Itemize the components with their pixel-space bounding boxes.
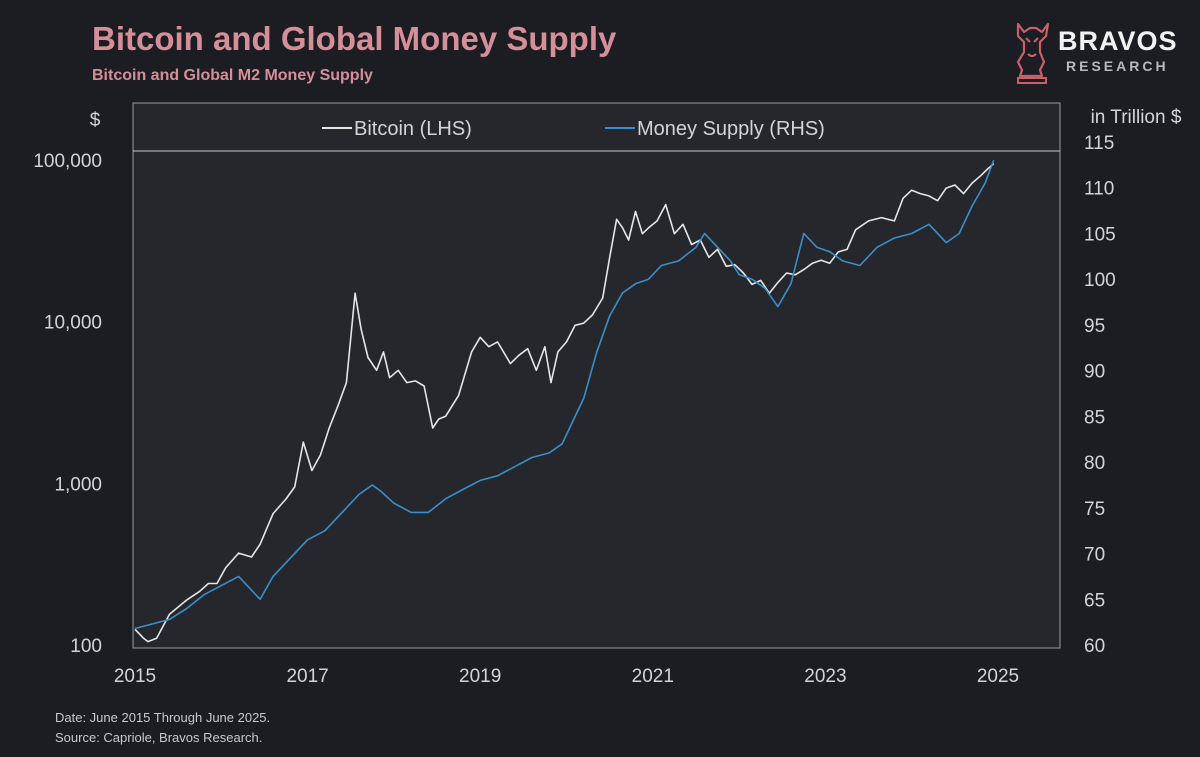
left-tick-label: 10,000 xyxy=(44,313,102,334)
right-tick-label: 115 xyxy=(1084,133,1114,154)
right-tick-label: 90 xyxy=(1084,362,1105,383)
chart-subtitle: Bitcoin and Global M2 Money Supply xyxy=(92,67,373,84)
right-tick-label: 100 xyxy=(1084,270,1116,291)
left-tick-label: 100 xyxy=(70,636,102,657)
chart-title: Bitcoin and Global Money Supply xyxy=(92,20,617,57)
legend-label: Money Supply (RHS) xyxy=(637,118,825,140)
legend: Bitcoin (LHS) Money Supply (RHS) xyxy=(322,118,825,140)
right-tick-label: 110 xyxy=(1084,179,1114,200)
x-tick-label: 2023 xyxy=(804,666,846,687)
plot-area xyxy=(132,102,1061,649)
x-tick-label: 2021 xyxy=(632,666,674,687)
right-tick-label: 60 xyxy=(1084,636,1105,657)
footer-notes: Date: June 2015 Through June 2025. Sourc… xyxy=(55,708,270,748)
right-tick-label: 105 xyxy=(1084,224,1116,245)
left-tick-label: 1,000 xyxy=(54,474,102,495)
legend-label: Bitcoin (LHS) xyxy=(354,118,472,140)
bull-chess-knight-icon xyxy=(1016,22,1050,84)
right-axis-unit: in Trillion $ xyxy=(1091,107,1182,128)
brand-subname: RESEARCH xyxy=(1066,58,1169,74)
brand-logo: BRAVOS RESEARCH xyxy=(1010,18,1190,88)
left-axis-unit: $ xyxy=(90,110,101,131)
source-note: Source: Capriole, Bravos Research. xyxy=(55,730,263,745)
right-tick-label: 85 xyxy=(1084,407,1105,428)
line-chart: Bitcoin (LHS) Money Supply (RHS) 100 1,000… xyxy=(33,102,1182,687)
x-tick-label: 2015 xyxy=(114,666,156,687)
right-tick-label: 75 xyxy=(1084,499,1105,520)
bitcoin-line xyxy=(134,163,995,643)
right-tick-label: 70 xyxy=(1084,545,1105,566)
money-supply-line xyxy=(134,160,995,630)
series-layer xyxy=(134,160,995,643)
left-tick-label: 100,000 xyxy=(33,151,102,172)
x-tick-label: 2017 xyxy=(286,666,328,687)
x-tick-label: 2019 xyxy=(459,666,501,687)
brand-name: BRAVOS xyxy=(1058,26,1178,56)
right-tick-label: 95 xyxy=(1084,316,1105,337)
right-tick-label: 65 xyxy=(1084,590,1105,611)
right-tick-label: 80 xyxy=(1084,453,1105,474)
x-tick-label: 2025 xyxy=(977,666,1019,687)
date-note: Date: June 2015 Through June 2025. xyxy=(55,710,271,725)
axes-layer: 100 1,000 10,000 100,000 $60 65 70 75 80 85 90 95 10… xyxy=(33,107,1182,687)
